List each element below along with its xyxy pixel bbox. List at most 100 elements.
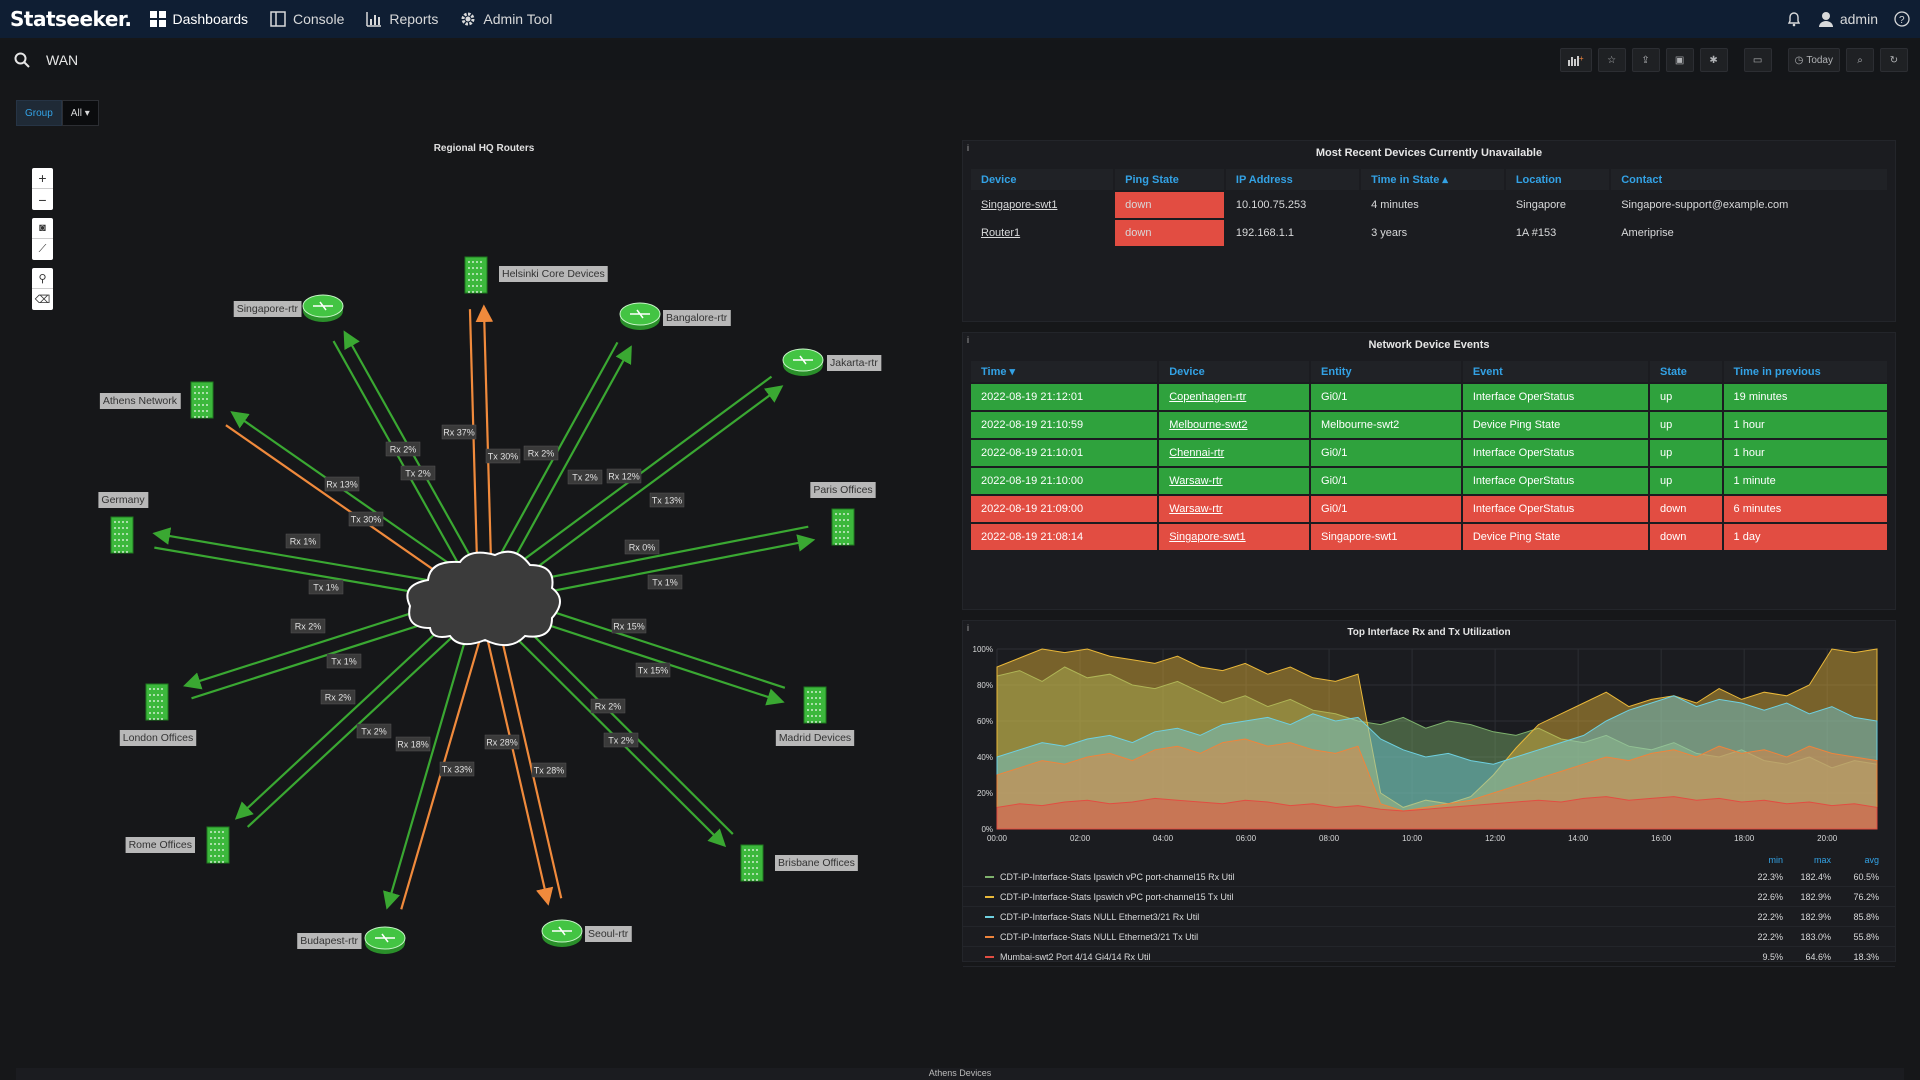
event-device-link[interactable]: Chennai-rtr [1159,440,1310,466]
tv-mode-button[interactable]: ▭ [1743,48,1772,72]
x-tick-label: 00:00 [987,834,1008,843]
col-time-in-previous[interactable]: Time in previous [1723,361,1887,382]
legend-avg-header[interactable]: avg [1864,855,1879,865]
zoom-out-map-button[interactable]: − [38,191,47,208]
chart-legend: min max avg CDT-IP-Interface-Stats Ipswi… [963,853,1895,967]
chevron-down-icon: ▾ [84,108,90,119]
legend-item[interactable]: CDT-IP-Interface-Stats NULL Ethernet3/21… [963,907,1895,927]
col-entity[interactable]: Entity [1311,361,1461,382]
col-time-in-state[interactable]: Time in State ▴ [1361,169,1504,190]
settings-button[interactable]: ✱ [1699,48,1728,72]
legend-min: 22.2% [1757,931,1783,942]
y-tick-label: 20% [977,789,993,798]
chart-title: Top Interface Rx and Tx Utilization [1347,627,1511,638]
legend-swatch [985,915,994,918]
star-button[interactable]: ☆ [1597,48,1626,72]
edit-controls: ◙ ⟋ [32,218,53,260]
refresh-button[interactable]: ↻ [1880,48,1908,72]
event-device-link[interactable]: Copenhagen-rtr [1159,384,1310,410]
legend-avg: 18.3% [1853,951,1879,962]
event-type-cell: Device Ping State [1462,412,1649,438]
table-row: Singapore-swt1 down 10.100.75.253 4 minu… [971,192,1887,218]
col-device[interactable]: Device [971,169,1114,190]
legend-item[interactable]: Mumbai-swt2 Port 4/14 Gi4/14 Rx Util 9.5%… [963,947,1895,967]
gear-icon [461,12,475,26]
legend-item[interactable]: CDT-IP-Interface-Stats Ipswich vPC port-… [963,887,1895,907]
nav-dashboards[interactable]: Dashboards [149,11,248,27]
node-label-box [98,492,149,508]
bell-icon[interactable] [1786,11,1802,27]
x-tick-label: 12:00 [1485,834,1506,843]
event-type-cell: Device Ping State [1462,524,1649,550]
event-device-link[interactable]: Warsaw-rtr [1159,496,1310,522]
app-logo[interactable]: Statseeker. [10,7,132,31]
col-location[interactable]: Location [1505,169,1610,190]
event-state-cell: up [1650,384,1722,410]
utilization-chart: 0% 20% 40% 60% 80% 100% 00:00 02:00 04:00 06:00 08… [973,645,1878,843]
console-icon [270,11,286,27]
event-device-link[interactable]: Singapore-swt1 [1159,524,1310,550]
eraser-icon[interactable]: ⌫ [34,294,51,306]
event-entity-cell: Gi0/1 [1311,468,1461,494]
panel-info-icon[interactable]: i [967,335,969,345]
router-arrows [552,926,572,936]
event-device-link[interactable]: Melbourne-swt2 [1159,412,1310,438]
edge-label-box [611,618,647,634]
col-time[interactable]: Time ▾ [971,361,1158,382]
edge-label-box [523,445,559,461]
nav-reports[interactable]: Reports [366,11,438,27]
edge-label-box [385,441,421,457]
edge-label-box [308,579,344,595]
edge-label-box [439,761,475,777]
legend-avg: 60.5% [1853,871,1879,882]
group-variable-select[interactable]: All ▾ [61,100,99,126]
link-in-helsinki [468,309,480,598]
building-icon [803,686,827,724]
nav-console[interactable]: Console [270,11,344,27]
event-state-cell: up [1650,468,1722,494]
legend-item[interactable]: CDT-IP-Interface-Stats Ipswich vPC port-… [963,867,1895,887]
x-tick-label: 08:00 [1319,834,1340,843]
fit-icon[interactable]: ◙ [32,218,53,239]
help-icon[interactable]: ? [1894,11,1910,27]
nav-admin-tool[interactable]: Admin Tool [460,11,552,27]
col-ip[interactable]: IP Address [1225,169,1360,190]
legend-item[interactable]: CDT-IP-Interface-Stats NULL Ethernet3/21… [963,927,1895,947]
user-menu[interactable]: admin [1818,11,1878,27]
draw-line-icon[interactable]: ⟋ [38,243,47,255]
search-icon[interactable] [14,52,30,68]
share-button[interactable]: ⇪ [1631,48,1660,72]
node-label-box [499,266,608,282]
col-state[interactable]: State [1650,361,1722,382]
time-picker-button[interactable]: ◷ Today [1787,48,1840,72]
save-icon: ▣ [1674,54,1685,66]
monitor-icon: ▭ [1752,54,1763,66]
zoom-out-button[interactable]: ⌕ [1846,48,1874,72]
dashboard-title[interactable]: WAN [46,52,79,68]
device-link[interactable]: Router1 [981,227,1021,239]
nav-console-label: Console [293,11,345,27]
device-link[interactable]: Singapore-swt1 [981,199,1058,211]
link-in-jakarta [480,375,773,593]
node-label-budapest: Budapest-rtr [300,935,358,947]
panel-info-icon[interactable]: i [967,143,969,153]
col-device[interactable]: Device [1159,361,1310,382]
node-label-madrid: Madrid Devices [779,732,851,744]
event-device-link[interactable]: Warsaw-rtr [1159,468,1310,494]
svg-text:?: ? [1899,15,1905,26]
series-area-2 [996,695,1878,830]
weathermap: Helsinki Core Devices Singapore-rtr Bangal… [98,256,882,954]
panel-info-icon[interactable]: i [967,623,969,633]
legend-max-header[interactable]: max [1813,855,1831,865]
col-contact[interactable]: Contact [1611,169,1887,190]
pin-icon[interactable]: ⚲ [32,268,53,289]
zoom-in-button[interactable]: + [32,168,53,189]
col-event[interactable]: Event [1462,361,1649,382]
col-ping-state[interactable]: Ping State [1115,169,1224,190]
legend-max: 182.9% [1800,891,1831,902]
legend-min-header[interactable]: min [1768,855,1783,865]
chart-plot-area [997,649,1877,829]
link-out-brisbane [479,601,727,848]
save-button[interactable]: ▣ [1665,48,1694,72]
add-panel-button[interactable]: + [1559,48,1592,72]
